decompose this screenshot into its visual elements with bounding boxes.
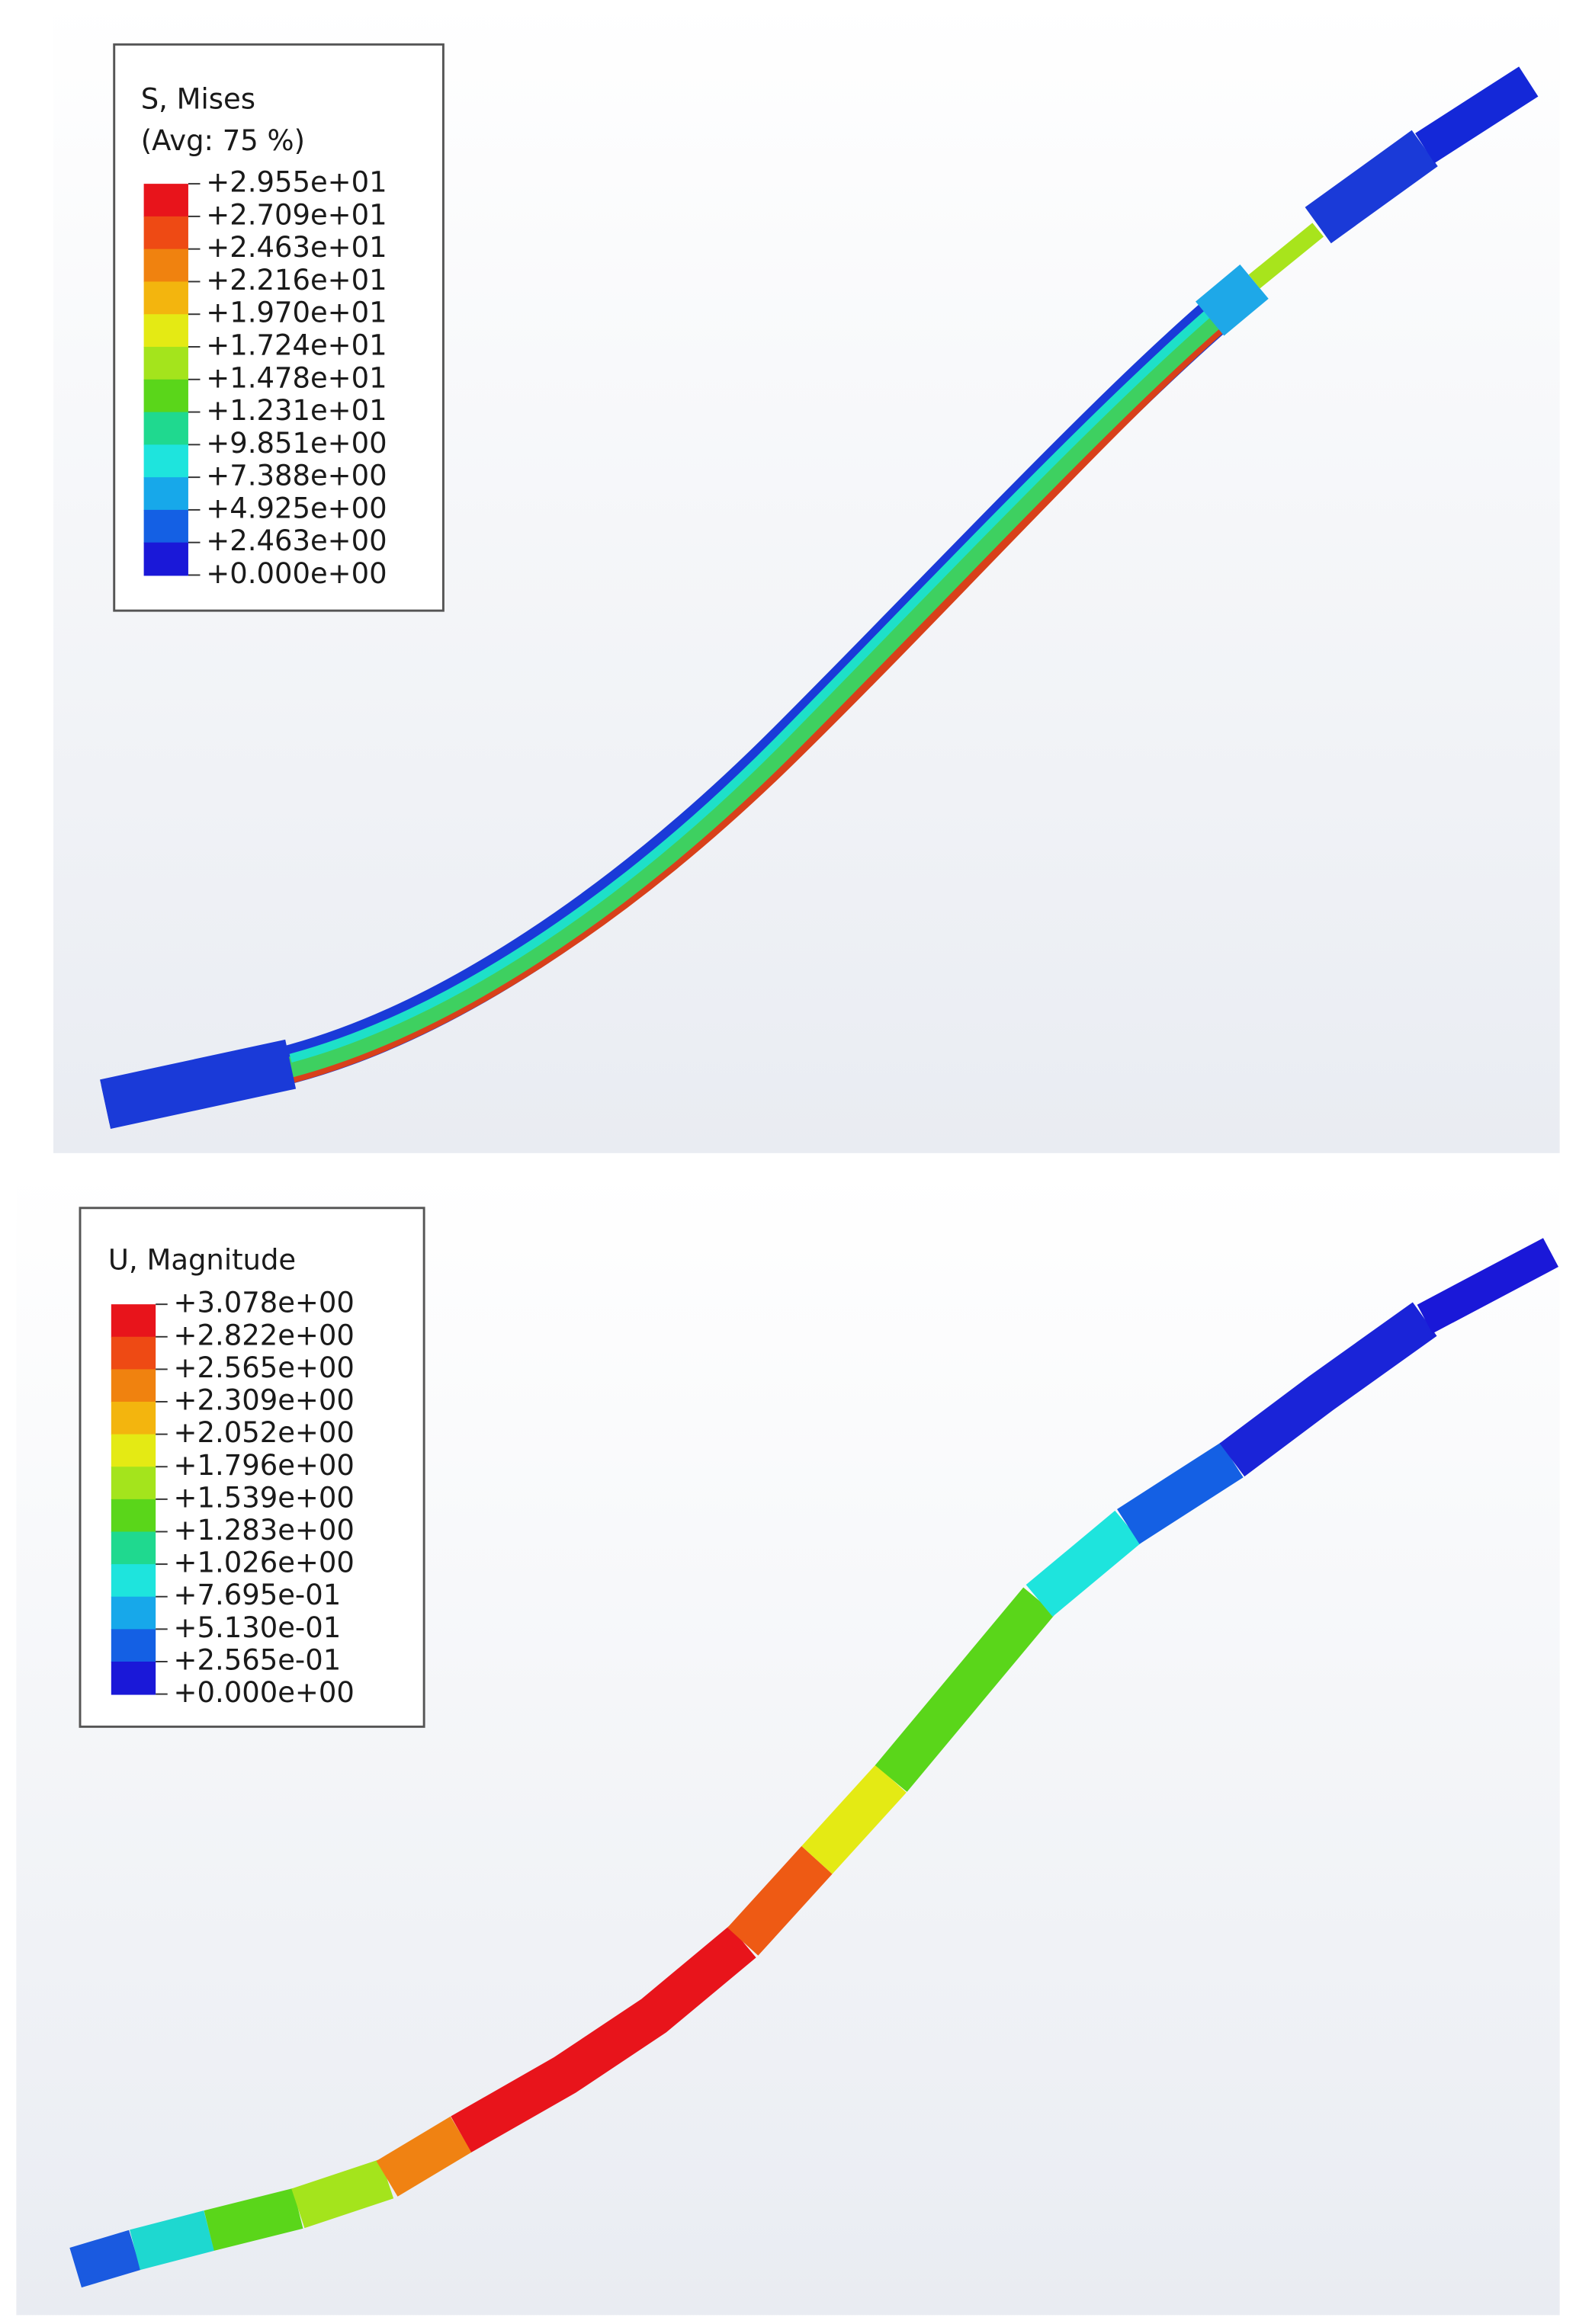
beam-model [69, 1238, 1558, 2288]
legend-label: +1.796e+00 [173, 1449, 354, 1482]
legend-color-band [143, 412, 188, 446]
legend-label: +2.052e+00 [173, 1416, 354, 1449]
legend-label: +1.283e+00 [173, 1514, 354, 1547]
legend-label: +5.130e-01 [173, 1611, 341, 1644]
legend-label: +2.463e+00 [206, 524, 387, 557]
legend-label: +7.388e+00 [206, 460, 387, 492]
legend-title: (Avg: 75 %) [141, 124, 305, 157]
legend-color-band [143, 379, 188, 413]
legend-label: +1.026e+00 [173, 1547, 354, 1579]
legend-color-band [111, 1467, 156, 1500]
legend-label: +2.216e+01 [206, 264, 387, 297]
legend-label: +7.695e-01 [173, 1579, 341, 1611]
legend-color-band [143, 509, 188, 543]
legend-title: S, Mises [141, 83, 255, 116]
legend-color-band [143, 542, 188, 576]
legend-label: +9.851e+00 [206, 427, 387, 460]
legend-color-band [111, 1369, 156, 1402]
legend-color-band [143, 477, 188, 511]
legend-color-band [111, 1304, 156, 1338]
legend-label: +1.970e+01 [206, 297, 387, 329]
legend-color-band [143, 281, 188, 316]
beam-model [100, 66, 1539, 1129]
legend-color-band [143, 314, 188, 348]
legend-label: +2.709e+01 [206, 198, 387, 231]
legend-label: +2.309e+00 [173, 1384, 354, 1417]
legend-label: +1.539e+00 [173, 1481, 354, 1514]
legend-color-band [143, 248, 188, 283]
legend-label: +2.822e+00 [173, 1319, 354, 1351]
legend-label: +1.478e+01 [206, 361, 387, 394]
legend-color-band [111, 1434, 156, 1468]
legend-label: +4.925e+00 [206, 492, 387, 524]
legend-label: +0.000e+00 [206, 557, 387, 590]
legend-label: +2.565e+00 [173, 1351, 354, 1384]
legend-label: +0.000e+00 [173, 1676, 354, 1709]
legend-color-band [111, 1629, 156, 1662]
legend-color-band [143, 184, 188, 217]
legend-color-band [111, 1402, 156, 1435]
legend-color-band [111, 1499, 156, 1533]
legend-color-band [111, 1661, 156, 1695]
legend-label: +2.955e+01 [206, 166, 387, 199]
legend-title: U, Magnitude [108, 1243, 296, 1276]
legend-color-band [111, 1564, 156, 1598]
legend-color-band [143, 347, 188, 380]
legend-label: +2.565e-01 [173, 1643, 341, 1676]
legend-color-band [111, 1531, 156, 1566]
legend-color-band [111, 1596, 156, 1630]
legend-color-band [143, 444, 188, 479]
legend-label: +2.463e+01 [206, 231, 387, 264]
legend-color-band [143, 216, 188, 250]
legend-label: +1.724e+01 [206, 329, 387, 362]
legend-color-band [111, 1336, 156, 1370]
legend-label: +3.078e+00 [173, 1287, 354, 1319]
legend-label: +1.231e+01 [206, 394, 387, 427]
